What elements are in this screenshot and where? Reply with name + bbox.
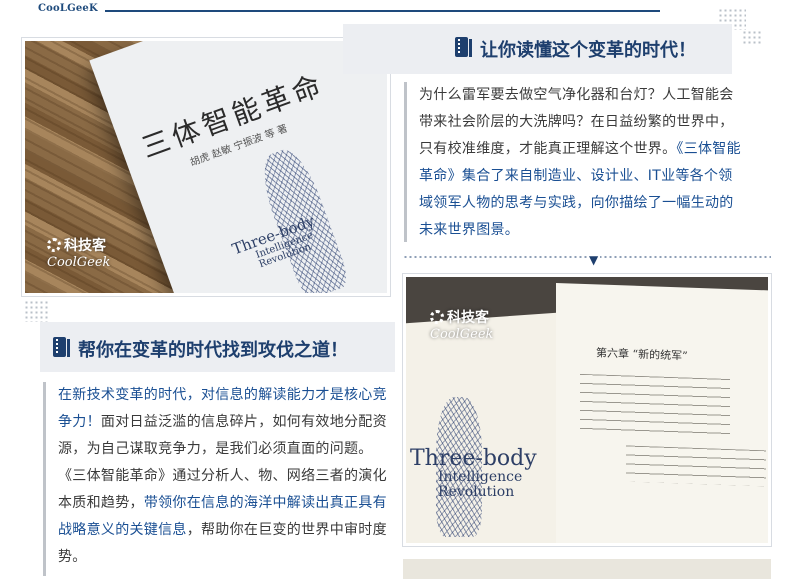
section2-text: 面对日益泛滥的信息碎片，如何有效地分配资源，为自己谋取竞争力，是我们必须直面的问…	[58, 414, 387, 511]
decorative-dots	[24, 300, 50, 322]
cover-english-title: Three-body Intelligence Revolution	[410, 447, 537, 499]
section2-heading-box	[40, 322, 395, 372]
cover-en-line: Three-body	[410, 446, 537, 471]
section2-text: ，帮助你在巨变的世界中审时度势。	[58, 522, 387, 565]
book-icon	[53, 337, 70, 357]
section1-paragraph: 为什么雷军要去做空气净化器和台灯？人工智能会带来社会阶层的大洗牌吗？在日益纷繁的…	[404, 82, 744, 242]
chapter-heading: 第六章 “新的统军”	[596, 346, 688, 363]
watermark-en: CoolGeek	[430, 327, 494, 342]
section1-heading-box	[343, 24, 732, 74]
decorative-dots	[742, 30, 762, 44]
cover-en-line: Intelligence	[438, 469, 523, 486]
cover-en-line: Revolution	[438, 483, 515, 500]
watermark-en: CoolGeek	[47, 255, 111, 270]
section1-highlight: 《三体智能革命》集合了来自制造业、设计业、IT业等各个领域领军人物的思考与实践，…	[419, 141, 741, 238]
section1-heading: 让你读懂这个变革的时代！	[480, 40, 696, 61]
section1-text: 为什么雷军要去做空气净化器和台灯？人工智能会带来社会阶层的大洗牌吗？在日益纷繁的…	[419, 87, 734, 157]
watermark: 科技客 CoolGeek	[430, 307, 493, 342]
gear-icon	[47, 238, 61, 252]
watermark-cn: 科技客	[64, 238, 106, 254]
page-text-lines	[626, 445, 766, 487]
gear-icon	[430, 310, 444, 324]
book-icon	[455, 37, 472, 57]
watermark-cn: 科技客	[447, 310, 489, 326]
top-divider	[105, 10, 660, 12]
open-book-photo: 第六章 “新的统军” Three-body Intelligence Revol…	[403, 274, 771, 546]
section2-highlight: 在新技术变革的时代，对信息的解读能力才是核心竞争力！	[58, 387, 387, 430]
brand-logo: CooLGeeK	[38, 3, 98, 14]
section2-paragraph: 在新技术变革的时代，对信息的解读能力才是核心竞争力！面对日益泛滥的信息碎片，如何…	[43, 382, 393, 576]
watermark: 科技客 CoolGeek	[47, 235, 110, 270]
section2-highlight: 带领你在信息的海洋中解读出真正具有战略意义的关键信息	[58, 495, 387, 538]
next-photo-strip	[403, 556, 771, 579]
section2-heading: 帮你在变革的时代找到攻伐之道！	[78, 340, 348, 361]
book-cover-photo: 三体智能革命 胡虎 赵敏 宁振波 等 著 Three-body Intellig…	[22, 38, 390, 296]
figure-illustration	[436, 397, 482, 537]
down-arrow-icon: ▼	[587, 253, 601, 267]
page-text-lines	[580, 373, 730, 440]
book-open-page: 第六章 “新的统军”	[556, 282, 768, 543]
